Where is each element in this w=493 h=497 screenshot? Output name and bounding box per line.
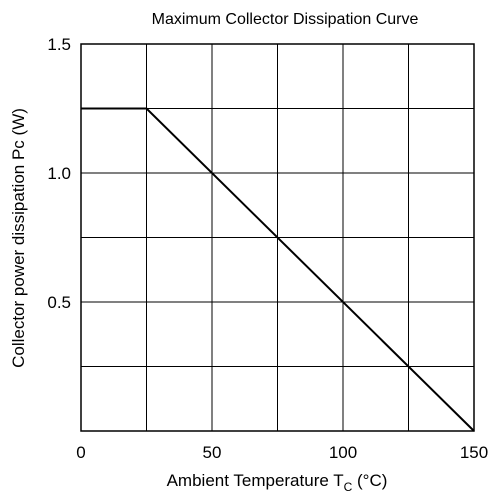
x-tick-label: 100 <box>329 443 357 462</box>
plot-frame <box>80 43 475 432</box>
y-tick-label: 1.0 <box>47 164 71 183</box>
chart-title: Maximum Collector Dissipation Curve <box>152 11 419 28</box>
x-tick-label: 150 <box>460 443 488 462</box>
x-tick-label: 50 <box>203 443 222 462</box>
dissipation-curve <box>81 107 475 432</box>
y-tick-label: 0.5 <box>47 293 71 312</box>
tick-labels: 0 50 100 150 0.5 1.0 1.5 <box>47 35 488 462</box>
x-axis-label: Ambient Temperature TC (°C) <box>167 471 388 494</box>
grid <box>81 44 474 431</box>
y-axis-label: Collector power dissipation Pc (W) <box>9 108 28 368</box>
x-tick-label: 0 <box>76 443 85 462</box>
y-tick-label: 1.5 <box>47 35 71 54</box>
series <box>81 107 475 432</box>
